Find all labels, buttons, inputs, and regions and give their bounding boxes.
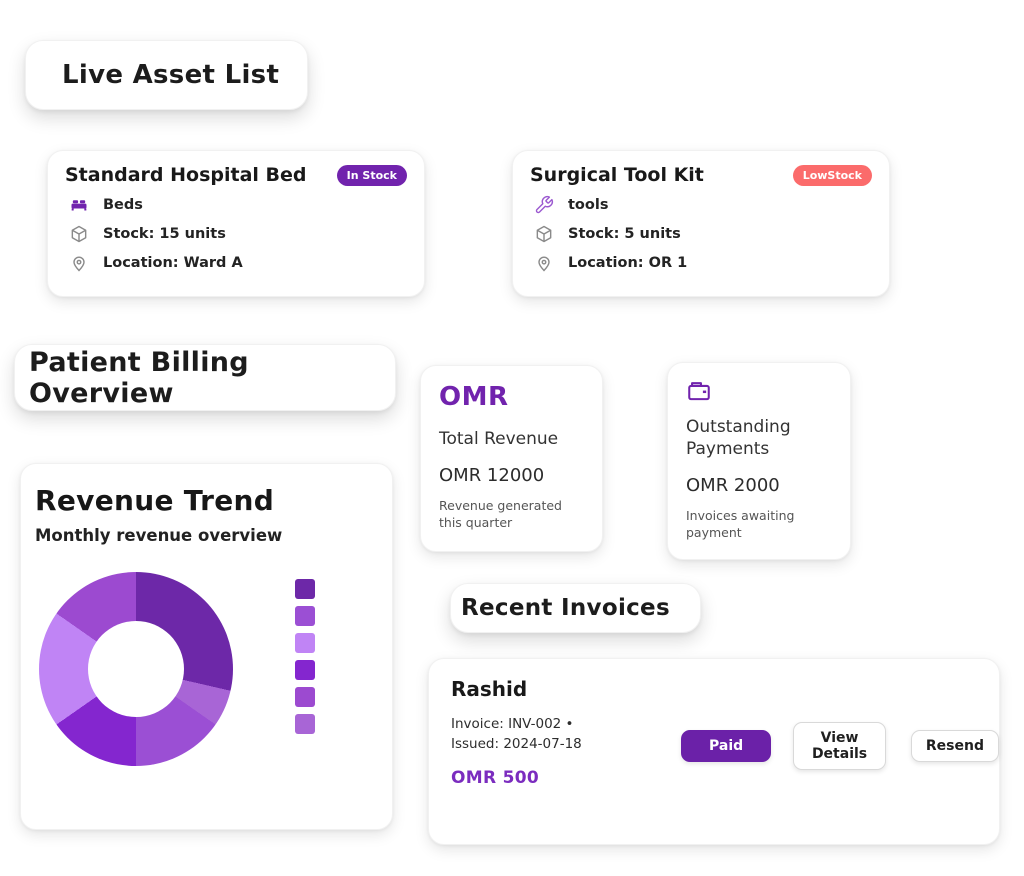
package-icon [71, 225, 87, 243]
asset-name: Standard Hospital Bed [65, 164, 307, 186]
billing-section-title: Patient Billing Overview [29, 346, 249, 409]
paid-status-button[interactable]: Paid [681, 730, 772, 762]
legend-swatch [295, 579, 315, 599]
invoice-patient-name: Rashid [451, 677, 528, 701]
asset-section-title-card: Live Asset List [25, 40, 308, 110]
asset-category: Beds [103, 197, 143, 213]
invoice-issued-date: Issued: 2024-07-18 [451, 735, 582, 752]
stat-label: Outstanding Payments [686, 417, 791, 460]
chart-subtitle: Monthly revenue overview [35, 526, 283, 545]
asset-category: tools [568, 197, 609, 213]
invoices-section-title: Recent Invoices [461, 595, 670, 621]
view-details-button[interactable]: View Details [793, 722, 886, 770]
map-pin-icon [73, 256, 85, 272]
revenue-trend-card: Revenue Trend Monthly revenue overview [20, 463, 393, 830]
legend-swatch [295, 714, 315, 734]
stock-status-badge: In Stock [336, 164, 407, 186]
legend-swatch [295, 687, 315, 707]
stat-card-outstanding-payments: Outstanding Payments OMR 2000 Invoices a… [667, 362, 851, 560]
package-icon [536, 225, 552, 243]
chart-title: Revenue Trend [35, 484, 275, 517]
wallet-icon [688, 382, 710, 401]
invoice-card: Rashid Invoice: INV-002 • Issued: 2024-0… [428, 658, 1000, 845]
asset-name: Surgical Tool Kit [530, 164, 704, 186]
map-pin-icon [538, 256, 550, 272]
asset-location: Location: Ward A [103, 255, 243, 271]
asset-location: Location: OR 1 [568, 255, 688, 271]
stat-label: Total Revenue [439, 429, 559, 449]
invoice-amount: OMR 500 [451, 768, 539, 789]
stat-value: OMR 12000 [439, 465, 545, 487]
asset-card-standard-hospital-bed: Standard Hospital Bed In Stock Beds Stoc… [47, 150, 425, 297]
stat-card-total-revenue: OMR Total Revenue OMR 12000 Revenue gene… [420, 365, 603, 552]
legend-swatch [295, 606, 315, 626]
invoice-meta: Invoice: INV-002 • Issued: 2024-07-18 [451, 715, 977, 754]
legend-swatch [295, 633, 315, 653]
asset-section-title: Live Asset List [62, 60, 280, 90]
asset-card-surgical-tool-kit: Surgical Tool Kit LowStock tools Stock: … [512, 150, 890, 297]
legend-swatch [295, 660, 315, 680]
bed-icon [71, 200, 87, 211]
currency-label: OMR [439, 382, 509, 412]
wrench-icon [535, 195, 554, 214]
resend-button[interactable]: Resend [910, 730, 999, 762]
asset-stock: Stock: 15 units [103, 226, 226, 242]
asset-stock: Stock: 5 units [568, 226, 681, 242]
revenue-donut-chart [39, 572, 233, 766]
stat-value: OMR 2000 [686, 475, 780, 497]
stock-status-badge: LowStock [792, 164, 872, 186]
invoice-number: Invoice: INV-002 • [451, 716, 574, 732]
billing-section-title-card: Patient Billing Overview [14, 344, 396, 411]
stat-description: Invoices awaiting payment [686, 508, 795, 541]
chart-legend [295, 579, 315, 734]
invoices-section-title-card: Recent Invoices [450, 583, 701, 633]
stat-description: Revenue generated this quarter [439, 498, 562, 530]
